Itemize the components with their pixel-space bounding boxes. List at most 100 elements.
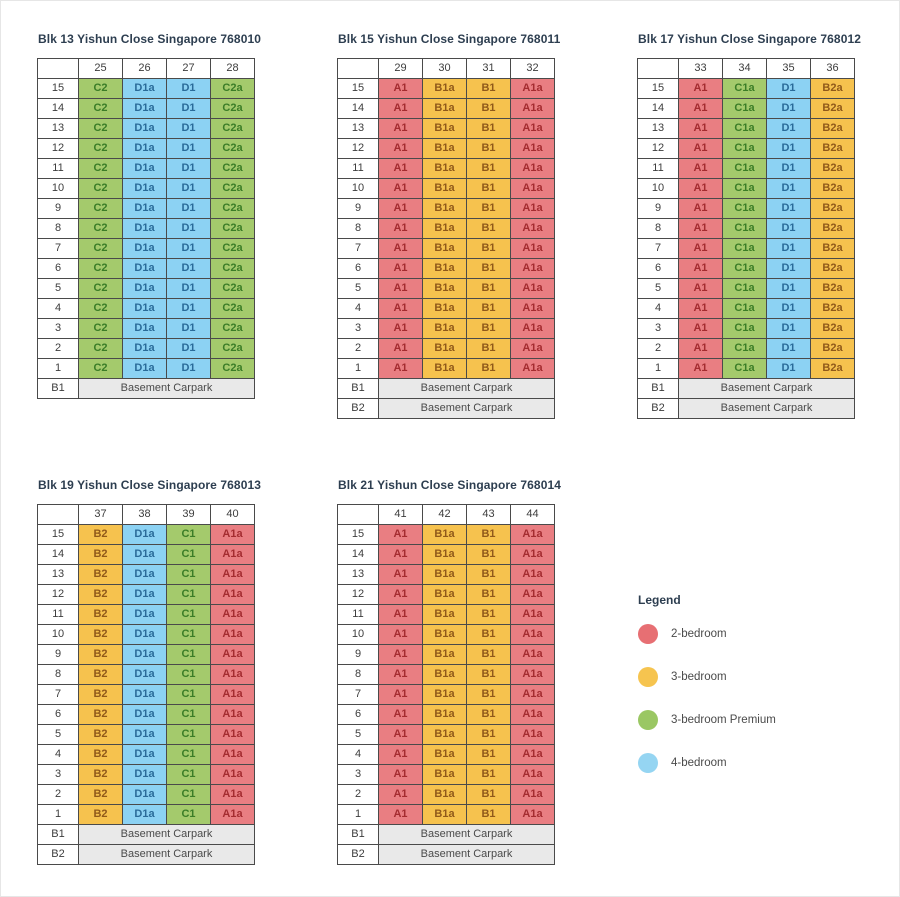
floor-label-cell: 8 bbox=[337, 664, 379, 685]
unit-cell: D1a bbox=[122, 198, 167, 219]
unit-cell: C1a bbox=[722, 198, 767, 219]
unit-cell: A1a bbox=[510, 744, 555, 765]
unit-cell: B1 bbox=[466, 218, 511, 239]
floor-label-cell: 10 bbox=[337, 624, 379, 645]
unit-cell: B1a bbox=[422, 338, 467, 359]
unit-cell: D1 bbox=[166, 98, 211, 119]
unit-cell: B2 bbox=[78, 584, 123, 605]
unit-cell: C1a bbox=[722, 358, 767, 379]
unit-cell: B1 bbox=[466, 98, 511, 119]
stack-number-cell: 32 bbox=[510, 58, 555, 79]
unit-cell: B2 bbox=[78, 804, 123, 825]
unit-cell: C1 bbox=[166, 604, 211, 625]
unit-cell: B1a bbox=[422, 744, 467, 765]
basement-carpark-cell: Basement Carpark bbox=[378, 378, 555, 399]
unit-cell: A1a bbox=[510, 178, 555, 199]
unit-cell: A1 bbox=[378, 198, 423, 219]
floor-label-cell: 5 bbox=[337, 724, 379, 745]
floor-label-cell: 12 bbox=[337, 584, 379, 605]
unit-cell: C2 bbox=[78, 118, 123, 139]
legend-item: 2-bedroom bbox=[638, 624, 776, 644]
unit-cell: A1a bbox=[210, 684, 255, 705]
unit-cell: C1 bbox=[166, 584, 211, 605]
floor-row: 13 A1 B1a B1 A1a bbox=[337, 564, 555, 585]
unit-cell: B1a bbox=[422, 704, 467, 725]
floor-row: 10 C2 D1a D1 C2a bbox=[37, 178, 255, 199]
unit-cell: A1a bbox=[210, 604, 255, 625]
unit-cell: B1 bbox=[466, 784, 511, 805]
unit-cell: B2 bbox=[78, 564, 123, 585]
floor-row: 14 A1 B1a B1 A1a bbox=[337, 98, 555, 119]
unit-cell: D1a bbox=[122, 564, 167, 585]
floor-label-cell: 13 bbox=[337, 564, 379, 585]
legend: Legend 2-bedroom 3-bedroom 3-bedroom Premi… bbox=[638, 593, 776, 796]
floor-row: 7 C2 D1a D1 C2a bbox=[37, 238, 255, 259]
unit-cell: B2a bbox=[810, 218, 855, 239]
unit-cell: D1a bbox=[122, 644, 167, 665]
unit-cell: D1a bbox=[122, 138, 167, 159]
unit-cell: A1a bbox=[510, 338, 555, 359]
unit-cell: A1 bbox=[678, 338, 723, 359]
stack-number-cell: 38 bbox=[122, 504, 167, 525]
floor-label-cell: 13 bbox=[37, 118, 79, 139]
stack-number-cell: 44 bbox=[510, 504, 555, 525]
unit-cell: C1a bbox=[722, 118, 767, 139]
block-title: Blk 13 Yishun Close Singapore 768010 bbox=[38, 32, 262, 46]
floor-row: 5 A1 B1a B1 A1a bbox=[337, 278, 555, 299]
unit-cell: A1a bbox=[510, 118, 555, 139]
unit-cell: B1 bbox=[466, 744, 511, 765]
unit-cell: A1a bbox=[210, 624, 255, 645]
unit-cell: C2a bbox=[210, 198, 255, 219]
unit-cell: D1 bbox=[766, 158, 811, 179]
floor-label-cell: 14 bbox=[337, 544, 379, 565]
floor-row: 2 B2 D1a C1 A1a bbox=[37, 784, 255, 805]
legend-title: Legend bbox=[638, 593, 681, 607]
unit-cell: C2a bbox=[210, 98, 255, 119]
unit-cell: B1 bbox=[466, 604, 511, 625]
unit-cell: C1a bbox=[722, 278, 767, 299]
unit-cell: C1 bbox=[166, 804, 211, 825]
floor-row: 9 B2 D1a C1 A1a bbox=[37, 644, 255, 665]
unit-cell: B1 bbox=[466, 298, 511, 319]
unit-cell: D1a bbox=[122, 318, 167, 339]
unit-cell: D1 bbox=[166, 138, 211, 159]
basement-label-cell: B2 bbox=[337, 844, 379, 865]
unit-cell: B2 bbox=[78, 784, 123, 805]
unit-cell: C2 bbox=[78, 258, 123, 279]
unit-cell: A1a bbox=[510, 98, 555, 119]
unit-cell: A1 bbox=[378, 644, 423, 665]
unit-cell: B1a bbox=[422, 178, 467, 199]
floor-label-cell: 14 bbox=[337, 98, 379, 119]
stack-header-row: 25 26 27 28 bbox=[37, 58, 255, 79]
unit-cell: A1 bbox=[378, 218, 423, 239]
stack-table: 33 34 35 36 15 A1 C1a D1 B2a 14 A1 C1a D1 B2a 13 A1 C1a D… bbox=[637, 58, 855, 419]
unit-cell: A1 bbox=[678, 138, 723, 159]
unit-cell: D1 bbox=[766, 338, 811, 359]
unit-cell: B1a bbox=[422, 98, 467, 119]
unit-cell: B1a bbox=[422, 644, 467, 665]
block-title: Blk 17 Yishun Close Singapore 768012 bbox=[638, 32, 862, 46]
floor-label-cell: 5 bbox=[337, 278, 379, 299]
floor-label-cell: 5 bbox=[37, 278, 79, 299]
unit-cell: A1a bbox=[510, 138, 555, 159]
floor-label-cell: 3 bbox=[37, 764, 79, 785]
unit-cell: A1a bbox=[510, 684, 555, 705]
floor-label-cell: 7 bbox=[637, 238, 679, 259]
floor-label-cell: 6 bbox=[37, 258, 79, 279]
unit-cell: D1 bbox=[766, 218, 811, 239]
unit-cell: C2 bbox=[78, 218, 123, 239]
floor-row: 10 A1 B1a B1 A1a bbox=[337, 178, 555, 199]
unit-cell: B1 bbox=[466, 238, 511, 259]
unit-cell: B1 bbox=[466, 804, 511, 825]
unit-cell: B2a bbox=[810, 78, 855, 99]
unit-cell: B1a bbox=[422, 258, 467, 279]
floor-label-cell: 5 bbox=[637, 278, 679, 299]
unit-cell: C2 bbox=[78, 318, 123, 339]
unit-cell: B1a bbox=[422, 624, 467, 645]
floor-row: 11 A1 B1a B1 A1a bbox=[337, 158, 555, 179]
floor-label-cell: 7 bbox=[37, 238, 79, 259]
basement-row: B2 Basement Carpark bbox=[337, 844, 555, 865]
basement-row: B2 Basement Carpark bbox=[337, 398, 555, 419]
unit-cell: C2a bbox=[210, 298, 255, 319]
unit-cell: C1 bbox=[166, 704, 211, 725]
